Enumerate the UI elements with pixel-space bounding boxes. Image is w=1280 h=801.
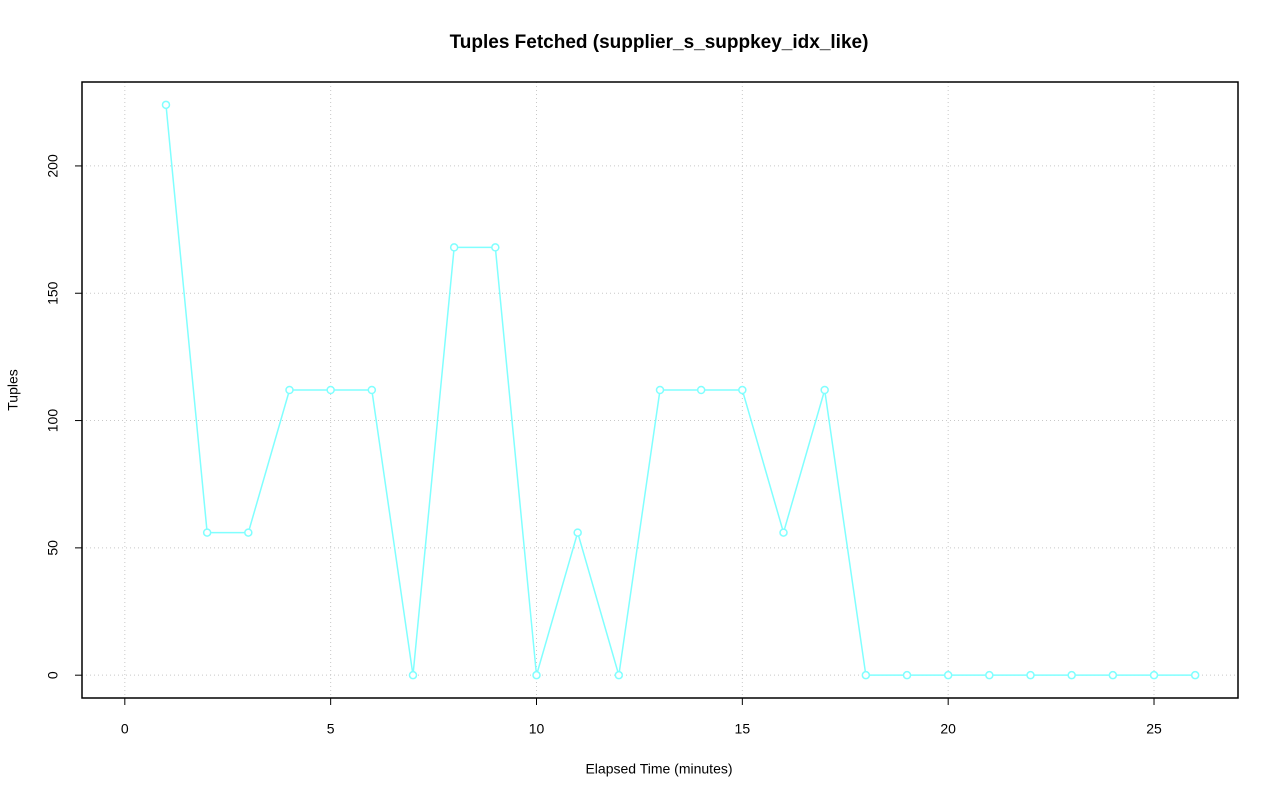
point [985,670,994,680]
point [1108,670,1118,680]
point [655,385,665,395]
y-tick-label: 0 [45,671,61,679]
point [326,385,335,395]
line [165,104,1196,676]
point [696,385,706,395]
plot-frame [81,81,1239,699]
chart-title: Tuples Fetched (supplier_s_suppkey_idx_l… [450,32,869,53]
x-tick-label: 25 [1146,721,1162,737]
y-tick-label: 50 [45,540,61,556]
point [573,528,582,537]
point [491,243,500,252]
point [738,385,747,395]
point [902,670,912,680]
point [285,385,294,395]
point [449,243,459,252]
point [202,528,212,537]
x-tick-label: 20 [940,721,956,737]
point [244,528,253,537]
x-tick-label: 0 [121,721,129,737]
x-tick-label: 5 [327,721,335,737]
point [861,670,871,680]
point [1026,670,1035,680]
point [614,670,624,680]
point [161,100,171,110]
point [367,385,377,395]
y-tick-label: 200 [45,154,61,178]
y-tick-label: 100 [45,409,61,433]
x-axis-label: Elapsed Time (minutes) [585,761,732,777]
point [1067,670,1076,680]
y-tick-label: 150 [45,281,61,305]
y-axis-label: Tuples [5,369,21,411]
point [1190,670,1200,680]
x-tick-label: 15 [735,721,751,737]
point [943,670,953,680]
point [1149,670,1159,680]
point [779,528,788,537]
x-tick-label: 10 [529,721,545,737]
point [408,670,418,680]
point [532,670,541,680]
point [820,385,829,395]
